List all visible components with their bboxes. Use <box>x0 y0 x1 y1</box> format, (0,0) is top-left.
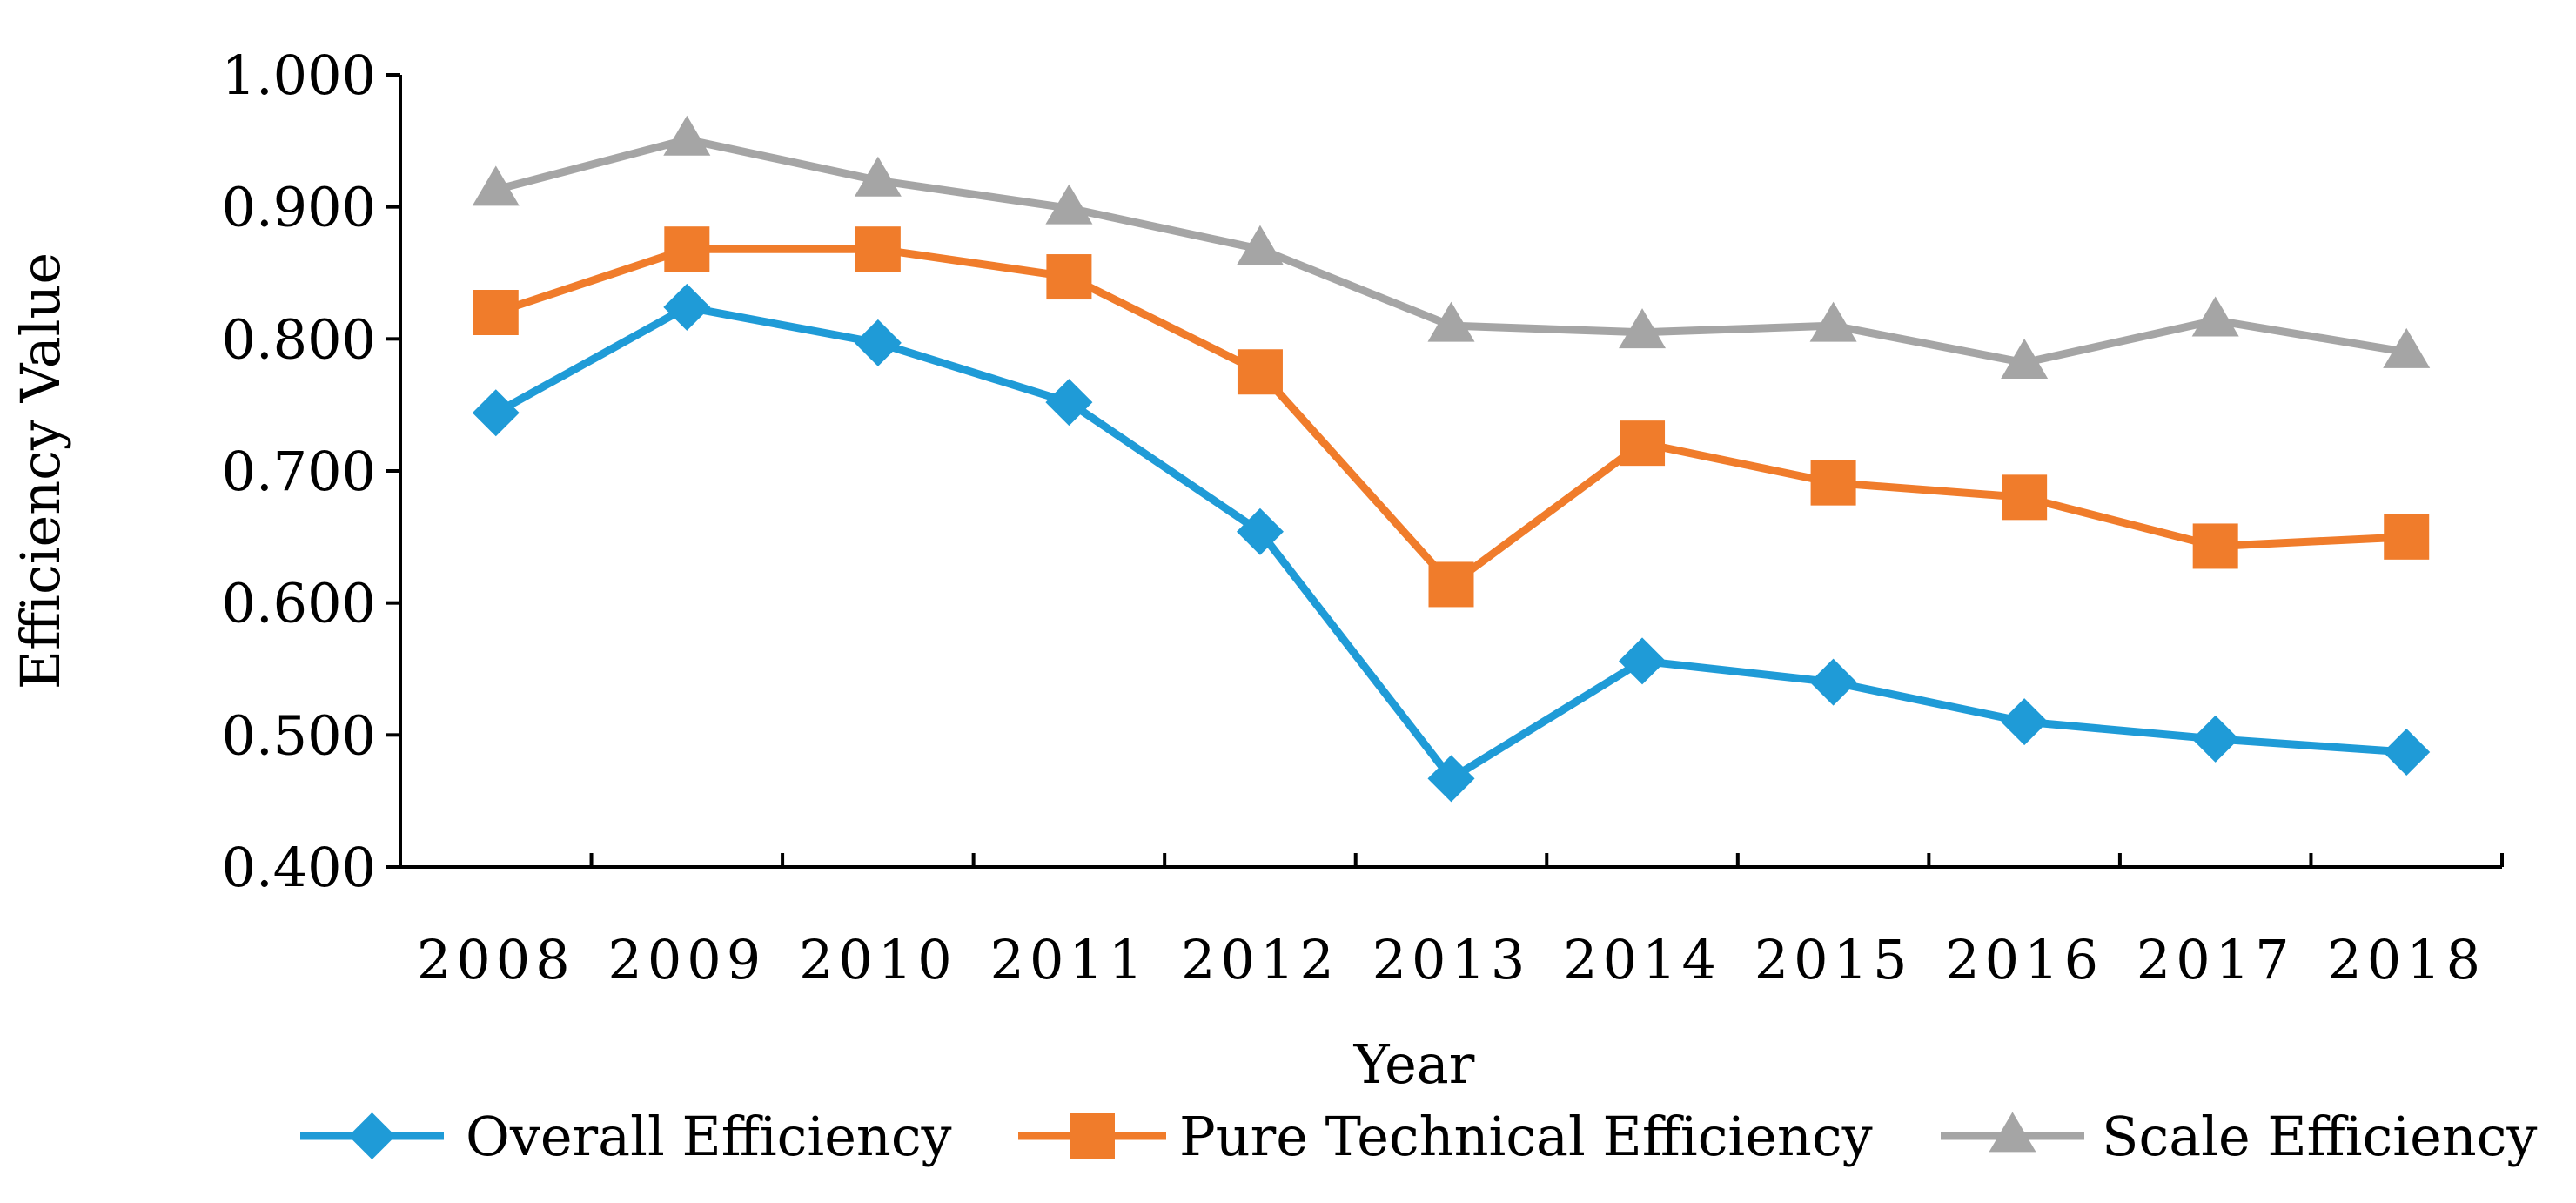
series-scale-efficiency <box>472 115 2431 380</box>
data-point <box>2191 715 2239 763</box>
axes <box>399 75 2502 869</box>
data-point <box>1236 225 1284 265</box>
y-axis-title: Efficiency Value <box>9 252 72 689</box>
data-point <box>1428 561 1474 608</box>
data-point <box>1237 349 1283 395</box>
legend-item: Pure Technical Efficiency <box>1018 1105 1873 1168</box>
data-point <box>2384 514 2430 560</box>
legend: Overall Efficiency Pure Technical Efficie… <box>300 1105 2537 1168</box>
legend-item: Overall Efficiency <box>300 1105 952 1168</box>
data-point <box>2001 339 2049 380</box>
data-point <box>1236 507 1284 555</box>
x-tick-label: 2011 <box>990 928 1149 991</box>
data-point <box>1045 184 1093 225</box>
x-tick-label: 2013 <box>1372 928 1531 991</box>
series-line <box>493 303 2407 783</box>
x-tick-label: 2016 <box>1945 928 2103 991</box>
legend-item: Scale Efficiency <box>1941 1105 2537 1168</box>
legend-label: Overall Efficiency <box>466 1105 952 1168</box>
data-point <box>1619 637 1667 685</box>
series-pure-technical-efficiency <box>473 226 2430 608</box>
y-tick-label: 0.500 <box>222 703 377 767</box>
data-point <box>472 389 520 437</box>
data-point <box>663 115 711 156</box>
data-point <box>1809 301 1857 342</box>
legend-marker <box>1070 1113 1115 1159</box>
data-point <box>2383 327 2431 368</box>
x-tick-label: 2008 <box>417 928 575 991</box>
data-point <box>664 226 710 272</box>
data-point <box>1046 254 1092 300</box>
x-tick-label: 2014 <box>1563 928 1721 991</box>
legend-label: Scale Efficiency <box>2102 1105 2537 1168</box>
x-tick-label: 2010 <box>799 928 957 991</box>
data-point <box>1427 301 1475 342</box>
data-point <box>473 290 519 335</box>
data-point <box>1620 420 1666 467</box>
legend-marker <box>348 1112 396 1159</box>
data-point <box>854 156 902 197</box>
data-point <box>1427 755 1475 803</box>
y-tick-label: 0.400 <box>222 836 377 899</box>
series-line <box>494 245 2407 588</box>
x-tick-label: 2009 <box>607 928 766 991</box>
x-ticks: 2008 2009 2010 2011 2012 2013 2014 2015 2016 2017… <box>417 853 2504 991</box>
y-tick-label: 0.600 <box>222 572 377 635</box>
x-axis-title: Year <box>1353 1032 1475 1096</box>
y-tick-label: 1.000 <box>222 44 377 107</box>
series-overall-efficiency <box>472 283 2431 803</box>
data-point <box>1809 658 1857 706</box>
legend-label: Pure Technical Efficiency <box>1179 1105 1873 1168</box>
data-point <box>2383 729 2431 776</box>
y-ticks: 0.400 0.500 0.600 0.700 0.800 0.900 1.000 <box>222 44 400 899</box>
y-tick-label: 0.800 <box>222 307 377 371</box>
data-point <box>2191 296 2239 337</box>
data-point <box>2002 474 2048 521</box>
x-tick-label: 2015 <box>1754 928 1913 991</box>
y-tick-label: 0.900 <box>222 176 377 239</box>
x-tick-label: 2018 <box>2327 928 2485 991</box>
data-point <box>1619 308 1667 349</box>
data-point <box>2001 698 2049 746</box>
data-point <box>472 165 520 206</box>
x-tick-label: 2017 <box>2137 928 2295 991</box>
y-tick-label: 0.700 <box>222 440 377 503</box>
data-point <box>2192 523 2238 569</box>
series-layer <box>472 115 2431 803</box>
data-point <box>1810 460 1856 506</box>
data-point <box>855 226 901 272</box>
data-point <box>1045 379 1093 427</box>
legend-marker <box>1989 1112 2036 1153</box>
data-point <box>663 283 711 331</box>
x-tick-label: 2012 <box>1181 928 1339 991</box>
data-point <box>854 319 902 366</box>
